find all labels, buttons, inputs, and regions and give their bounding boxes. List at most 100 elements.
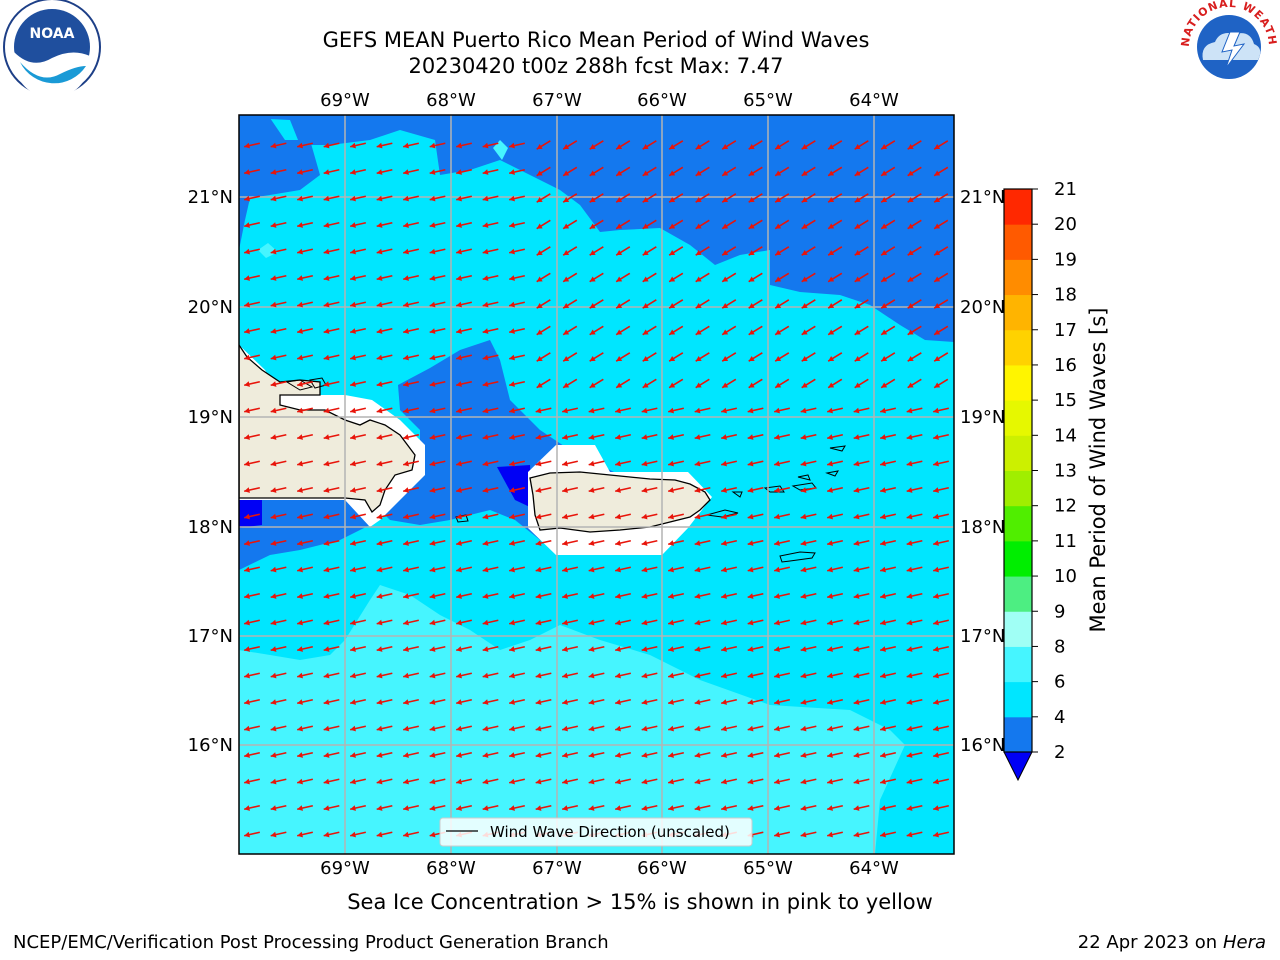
wave-arrow <box>350 301 366 308</box>
wave-arrow <box>615 433 631 440</box>
wave-arrow <box>562 219 578 230</box>
wave-arrow <box>509 566 525 573</box>
wave-arrow <box>429 195 446 202</box>
wave-arrow <box>694 725 711 732</box>
wave-arrow <box>429 221 446 228</box>
wave-arrow <box>323 433 340 440</box>
wave-arrow <box>800 751 817 758</box>
wave-arrow <box>853 566 870 573</box>
wave-arrow <box>800 725 817 732</box>
wave-arrow <box>880 539 896 546</box>
wave-arrow <box>642 352 657 362</box>
wave-arrow <box>482 248 499 255</box>
wave-arrow <box>376 778 393 785</box>
wave-arrow <box>615 140 631 150</box>
wave-arrow <box>642 299 657 309</box>
wave-arrow <box>748 140 763 150</box>
wave-arrow <box>509 301 525 308</box>
colorbar-tick-label: 19 <box>1054 249 1077 270</box>
wave-arrow <box>880 272 896 283</box>
wave-arrow <box>323 672 340 679</box>
wave-arrow <box>800 566 817 573</box>
wave-arrow <box>588 778 605 785</box>
colorbar-segment <box>1004 716 1032 753</box>
wave-arrow <box>323 327 340 334</box>
wave-arrow <box>695 246 710 256</box>
wave-arrow <box>376 221 393 228</box>
colorbar-tick-label: 9 <box>1054 601 1065 622</box>
wave-arrow <box>297 804 313 811</box>
wave-arrow <box>403 407 419 414</box>
wave-arrow <box>641 725 658 732</box>
wave-arrow <box>933 325 949 336</box>
wave-arrow <box>933 193 949 203</box>
wave-arrow <box>323 407 340 414</box>
lon-top-2: 67°W <box>532 90 582 111</box>
wave-arrow <box>588 619 605 626</box>
wave-arrow <box>244 778 260 785</box>
wave-arrow <box>456 513 472 520</box>
wave-arrow <box>880 831 896 838</box>
wave-arrow <box>880 460 896 467</box>
colorbar-segment <box>1004 646 1032 683</box>
wave-arrow <box>747 725 764 732</box>
wave-arrow <box>906 566 923 573</box>
wave-arrow <box>880 166 896 177</box>
wave-arrow <box>509 592 525 599</box>
wave-arrow <box>827 352 843 362</box>
wave-arrow <box>535 460 552 467</box>
wave-arrow <box>456 327 472 334</box>
wave-arrow <box>721 166 737 177</box>
wave-arrow <box>853 407 870 414</box>
wave-arrow <box>376 142 393 149</box>
wave-arrow <box>933 539 949 546</box>
wave-arrow <box>270 221 287 228</box>
wave-arrow <box>376 804 393 811</box>
wave-arrow <box>695 352 710 362</box>
wave-arrow <box>827 140 843 150</box>
wave-arrow <box>535 619 552 626</box>
wave-arrow <box>350 354 366 361</box>
wave-arrow <box>482 195 499 202</box>
wave-arrow <box>747 460 764 467</box>
wave-arrow <box>244 645 260 652</box>
colorbar-segment <box>1004 576 1032 612</box>
wave-arrow <box>906 407 923 414</box>
wave-arrow <box>244 248 260 255</box>
wave-arrow <box>562 619 578 626</box>
wave-arrow <box>376 698 393 705</box>
wave-arrow <box>694 645 711 652</box>
wave-arrow <box>482 380 499 387</box>
wave-arrow <box>747 645 764 652</box>
wave-arrow <box>854 378 869 389</box>
wave-arrow <box>668 272 684 283</box>
colorbar-tick-label: 17 <box>1054 320 1077 341</box>
wave-arrow <box>747 407 764 414</box>
wave-arrow <box>800 407 817 414</box>
wave-arrow <box>536 299 551 309</box>
wave-arrow <box>827 778 843 785</box>
wave-arrow <box>270 725 287 732</box>
wave-arrow <box>562 645 578 652</box>
wave-arrow <box>774 219 790 230</box>
wave-arrow <box>429 698 446 705</box>
wave-arrow <box>297 778 313 785</box>
wave-arrow <box>350 592 366 599</box>
wave-arrow <box>827 804 843 811</box>
wave-arrow <box>721 566 737 573</box>
wave-arrow <box>270 619 287 626</box>
wave-arrow <box>403 831 419 838</box>
sea-ice-note: Sea Ice Concentration > 15% is shown in … <box>347 890 933 914</box>
wave-arrow <box>827 672 843 679</box>
wave-arrow <box>668 433 684 440</box>
wave-arrow <box>244 566 260 573</box>
wave-arrow <box>907 140 922 150</box>
wave-arrow <box>615 539 631 546</box>
wave-arrow <box>509 380 525 387</box>
noaa-logo: NOAA <box>3 0 101 98</box>
wave-arrow <box>350 380 366 387</box>
date-text: 22 Apr 2023 on <box>1077 932 1223 953</box>
wave-arrow <box>827 460 843 467</box>
lat-right-5: 16°N <box>960 735 1005 756</box>
period-2-4-region-west <box>239 115 320 250</box>
